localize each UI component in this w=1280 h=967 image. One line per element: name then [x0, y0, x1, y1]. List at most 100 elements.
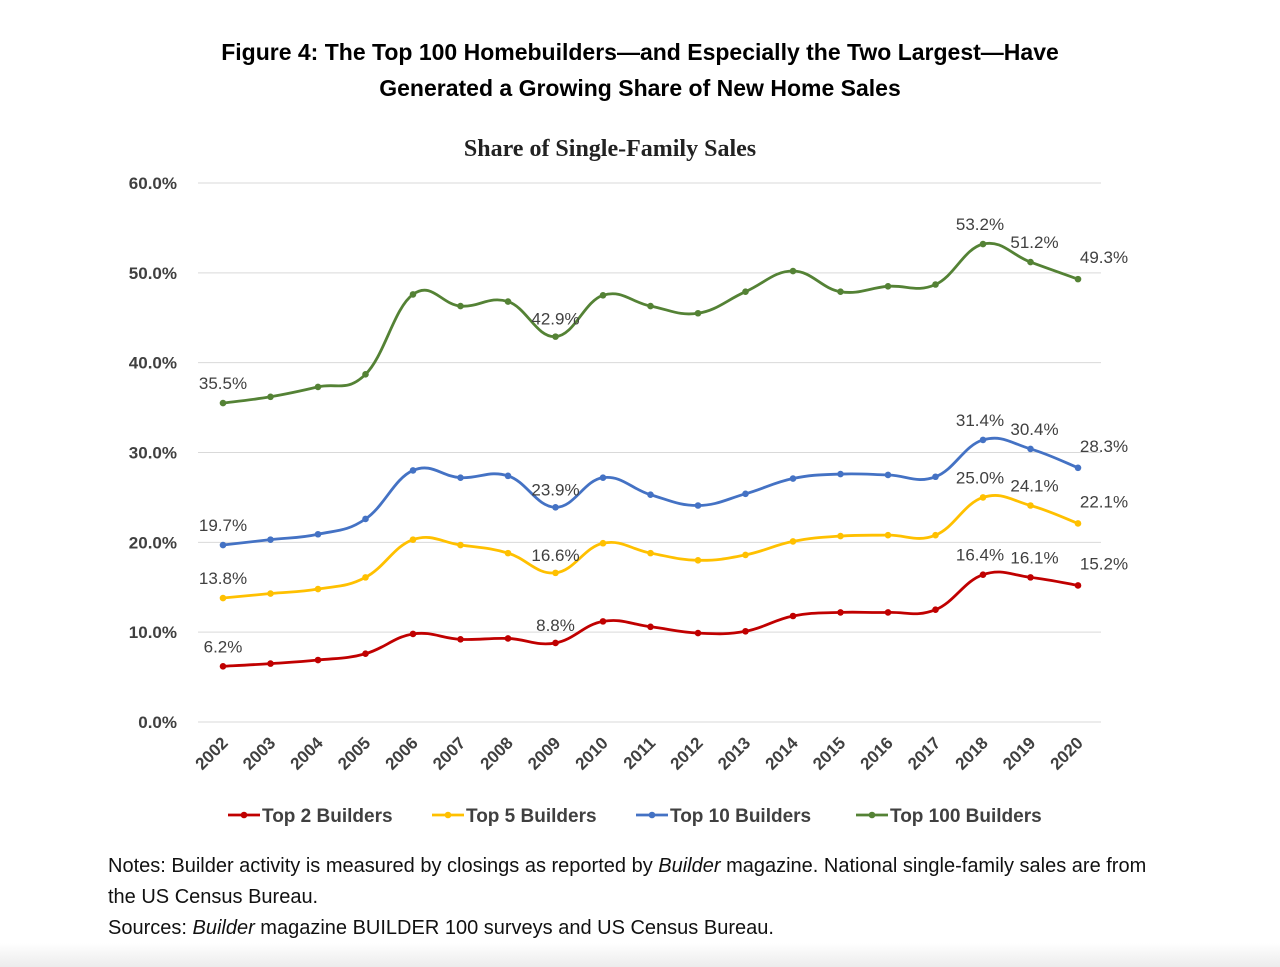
x-tick-label: 2007: [429, 733, 469, 773]
x-tick-label: 2003: [239, 733, 279, 773]
point-top100-2020: [1074, 275, 1082, 283]
legend-swatch-marker: [240, 811, 248, 819]
point-top100-2014: [789, 267, 797, 275]
legend-swatch-marker: [444, 811, 452, 819]
data-label-top10: 23.9%: [531, 480, 579, 499]
series-line-top5: [222, 494, 1079, 600]
y-tick-label: 50.0%: [129, 264, 177, 283]
point-top2-2020: [1074, 582, 1082, 589]
data-label-top2: 16.1%: [1010, 548, 1058, 567]
point-top2-2006: [409, 630, 417, 638]
point-top2-2003: [267, 660, 274, 667]
point-top100-2017: [932, 281, 939, 288]
point-top2-2005: [362, 650, 369, 658]
series-top100: [219, 240, 1082, 407]
legend-item-top10: Top 10 Builders: [636, 806, 811, 827]
point-top100-2010: [599, 291, 607, 299]
point-top10-2013: [742, 490, 749, 498]
legend: Top 2 Builders Top 5 Builders Top 10 Build…: [228, 806, 1042, 827]
point-top100-2012: [694, 309, 702, 317]
data-label-top5: 24.1%: [1010, 477, 1058, 496]
data-label-top2: 16.4%: [956, 546, 1004, 565]
notes-italic: Builder: [658, 855, 721, 877]
x-tick-label: 2012: [667, 733, 707, 773]
data-label-top5: 13.8%: [199, 569, 247, 588]
point-top100-2007: [457, 302, 464, 310]
legend-item-top5: Top 5 Builders: [432, 806, 597, 827]
point-top2-2013: [742, 627, 749, 635]
point-top10-2008: [504, 472, 512, 480]
legend-item-top2: Top 2 Builders: [228, 806, 393, 827]
point-top100-2005: [362, 371, 369, 378]
point-top100-2009: [552, 333, 559, 340]
x-tick-label: 2006: [382, 733, 422, 773]
point-top100-2019: [1027, 258, 1034, 266]
legend-label: Top 5 Builders: [466, 806, 597, 827]
point-top5-2012: [694, 557, 702, 564]
data-label-top5: 22.1%: [1080, 492, 1128, 511]
point-top10-2020: [1074, 464, 1082, 472]
x-tick-label: 2013: [714, 733, 754, 773]
notes-line: Notes: Builder activity is measured by c…: [108, 851, 1168, 913]
point-top5-2014: [789, 538, 797, 545]
data-label-top5: 25.0%: [956, 468, 1004, 487]
chart-title: Share of Single-Family Sales: [464, 136, 756, 162]
sources-text-pre: Sources:: [108, 917, 193, 939]
x-tick-label: 2010: [572, 733, 612, 773]
figure-title: Figure 4: The Top 100 Homebuilders—and E…: [0, 34, 1280, 106]
point-top2-2008: [504, 635, 512, 642]
point-top100-2006: [409, 291, 417, 298]
data-label-top10: 28.3%: [1080, 437, 1128, 456]
point-top5-2018: [979, 494, 987, 501]
point-top100-2015: [837, 288, 844, 295]
point-top10-2007: [457, 474, 464, 481]
y-tick-label: 60.0%: [129, 174, 177, 193]
point-top10-2009: [552, 503, 559, 511]
x-axis-ticks: 2002 2003 2004 2005 2006 2007 2008 2009 2010 2011…: [192, 733, 1087, 774]
data-label-top100: 53.2%: [956, 215, 1004, 234]
x-tick-label: 2019: [999, 733, 1039, 773]
point-top5-2013: [742, 551, 749, 559]
point-top2-2015: [837, 609, 844, 616]
point-top5-2007: [457, 541, 464, 549]
bottom-fade: [0, 943, 1280, 967]
point-top10-2004: [314, 530, 322, 538]
point-top100-2013: [742, 288, 749, 295]
point-top2-2002: [219, 663, 227, 670]
point-top100-2008: [504, 298, 512, 305]
point-top10-2016: [884, 471, 892, 479]
point-top5-2017: [932, 531, 939, 539]
point-top5-2011: [647, 549, 654, 557]
point-top100-2002: [219, 399, 227, 407]
sources-line: Sources: Builder magazine BUILDER 100 su…: [108, 913, 1168, 944]
y-tick-label: 20.0%: [129, 533, 177, 552]
y-tick-label: 30.0%: [129, 444, 177, 463]
point-top2-2017: [932, 606, 939, 614]
figure-title-line2: Generated a Growing Share of New Home Sa…: [379, 75, 901, 101]
point-top5-2008: [504, 549, 512, 557]
point-top5-2005: [362, 574, 369, 581]
point-top10-2002: [219, 541, 227, 549]
x-tick-label: 2004: [287, 733, 328, 774]
series-top2: [219, 570, 1082, 670]
x-tick-label: 2015: [809, 733, 849, 773]
point-top100-2018: [979, 240, 987, 248]
data-label-top5: 16.6%: [531, 546, 579, 565]
series-line-top100: [222, 241, 1079, 405]
data-label-top10: 30.4%: [1010, 420, 1058, 439]
point-top2-2016: [884, 609, 892, 616]
legend-swatch-marker: [868, 811, 876, 819]
point-top10-2006: [409, 467, 417, 474]
point-top10-2014: [789, 475, 797, 482]
data-label-top100: 35.5%: [199, 374, 247, 393]
x-tick-label: 2018: [952, 733, 992, 773]
point-top10-2005: [362, 515, 369, 523]
point-top10-2015: [837, 470, 844, 478]
legend-label: Top 2 Builders: [262, 806, 393, 827]
series-top5: [219, 494, 1082, 602]
x-tick-label: 2017: [904, 733, 944, 773]
data-label-top2: 8.8%: [536, 616, 575, 635]
point-top2-2018: [979, 571, 987, 578]
x-tick-label: 2005: [334, 733, 374, 773]
legend-label: Top 100 Builders: [890, 806, 1042, 827]
